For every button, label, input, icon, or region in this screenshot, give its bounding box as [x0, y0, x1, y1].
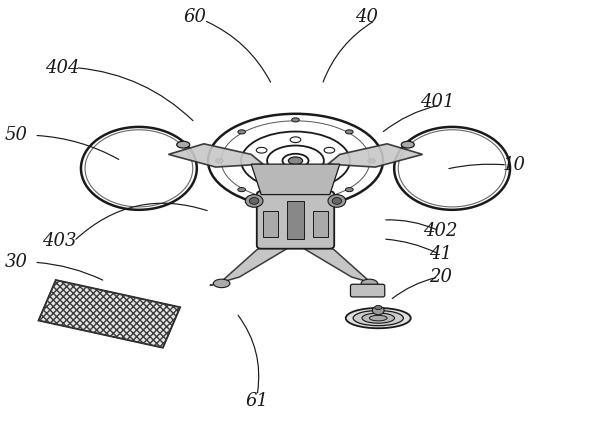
- Ellipse shape: [213, 279, 230, 288]
- Text: 40: 40: [355, 8, 378, 26]
- Ellipse shape: [369, 316, 387, 321]
- Bar: [287, 201, 304, 239]
- Ellipse shape: [238, 130, 245, 134]
- Text: 30: 30: [5, 253, 28, 271]
- Text: 61: 61: [246, 392, 268, 410]
- Text: 10: 10: [503, 156, 525, 174]
- Ellipse shape: [375, 305, 382, 310]
- Ellipse shape: [288, 157, 303, 165]
- Text: 50: 50: [5, 126, 28, 144]
- Polygon shape: [328, 144, 423, 167]
- Ellipse shape: [292, 200, 299, 203]
- Ellipse shape: [372, 306, 384, 315]
- Ellipse shape: [292, 118, 299, 122]
- Ellipse shape: [216, 159, 223, 163]
- Ellipse shape: [346, 187, 353, 192]
- Ellipse shape: [245, 195, 263, 207]
- Ellipse shape: [238, 187, 245, 192]
- Ellipse shape: [346, 130, 353, 134]
- Bar: [263, 212, 278, 237]
- Ellipse shape: [401, 141, 414, 148]
- Polygon shape: [38, 280, 180, 348]
- Ellipse shape: [328, 195, 346, 207]
- Ellipse shape: [332, 198, 342, 204]
- Ellipse shape: [353, 310, 403, 326]
- Ellipse shape: [362, 313, 395, 323]
- Text: 403: 403: [42, 232, 76, 250]
- Ellipse shape: [177, 141, 190, 148]
- Bar: [313, 212, 328, 237]
- Polygon shape: [298, 241, 381, 286]
- Text: 60: 60: [184, 8, 206, 26]
- Ellipse shape: [249, 198, 259, 204]
- Ellipse shape: [368, 159, 375, 163]
- Ellipse shape: [346, 308, 411, 328]
- FancyBboxPatch shape: [350, 284, 385, 297]
- Polygon shape: [251, 164, 340, 195]
- Ellipse shape: [361, 279, 378, 288]
- Polygon shape: [210, 241, 293, 286]
- Text: 401: 401: [420, 93, 454, 110]
- Polygon shape: [168, 144, 263, 167]
- Text: 41: 41: [429, 245, 452, 263]
- Text: 20: 20: [429, 268, 452, 286]
- Text: 402: 402: [423, 222, 457, 239]
- FancyBboxPatch shape: [256, 191, 335, 249]
- Text: 404: 404: [45, 59, 79, 77]
